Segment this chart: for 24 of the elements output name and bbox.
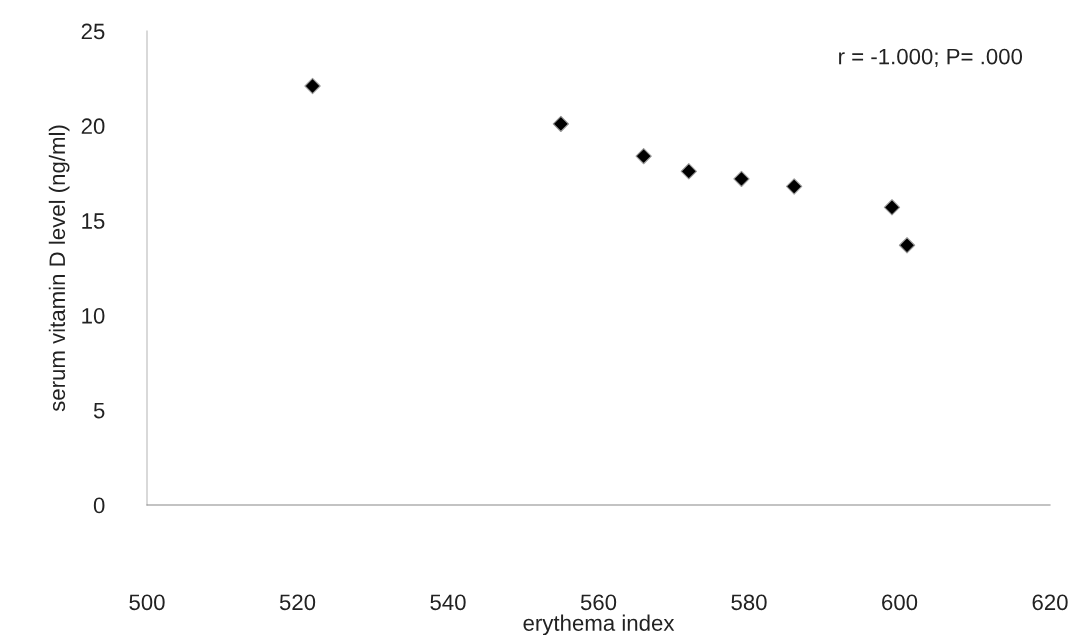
y-axis-title: serum vitamin D level (ng/ml) <box>48 125 70 412</box>
point <box>733 170 750 188</box>
x-tick-label: 580 <box>731 594 767 611</box>
y-tick-label: 0 <box>93 497 105 514</box>
point <box>680 163 697 180</box>
point <box>552 115 570 133</box>
y-tick-label: 25 <box>81 23 105 40</box>
point <box>304 77 321 95</box>
point <box>785 178 803 195</box>
point <box>883 199 901 216</box>
x-tick-label: 560 <box>580 594 617 611</box>
x-tick-label: 540 <box>430 594 466 611</box>
y-tick-label: 5 <box>93 402 105 419</box>
y-tick-label: 15 <box>82 213 105 229</box>
y-tick-label: 20 <box>81 118 105 135</box>
y-tick-label: 10 <box>82 307 105 324</box>
x-tick-label: 620 <box>1032 594 1068 611</box>
x-tick-label: 600 <box>882 594 918 611</box>
x-tick-label: 520 <box>279 594 316 611</box>
annotation: r = -1.000; P= .000 <box>839 48 1023 68</box>
point <box>898 237 916 254</box>
x-axis-title: erythema index <box>523 614 675 635</box>
x-tick-label: 500 <box>129 594 165 611</box>
point <box>635 147 652 165</box>
